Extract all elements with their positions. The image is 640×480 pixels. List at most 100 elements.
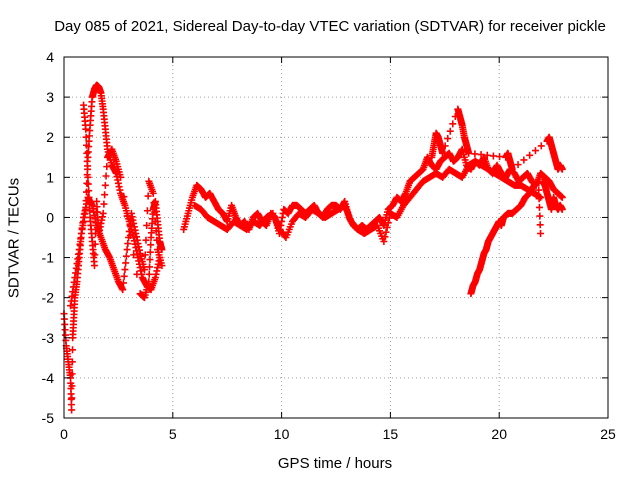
data-point [83, 157, 91, 165]
y-tick-label: -1 [42, 250, 55, 266]
data-point [91, 240, 99, 248]
data-point [124, 240, 132, 248]
x-tick-label: 25 [600, 426, 616, 442]
data-point [531, 147, 539, 155]
data-point [526, 151, 534, 159]
data-point [85, 193, 93, 201]
data-point [120, 193, 128, 201]
data-point [465, 149, 473, 157]
data-point [146, 263, 154, 271]
data-point [122, 259, 130, 267]
x-tick-label: 5 [169, 426, 177, 442]
data-point [125, 227, 133, 235]
data-point [142, 236, 150, 244]
chart-title: Day 085 of 2021, Sidereal Day-to-day VTE… [54, 18, 606, 35]
data-point [122, 252, 130, 260]
data-point [383, 223, 391, 231]
data-point [508, 165, 516, 173]
plot-frame [63, 56, 609, 419]
data-point [146, 256, 154, 264]
data-point [101, 191, 109, 199]
data-point [86, 207, 94, 215]
data-point [130, 251, 138, 259]
y-tick-label: -3 [42, 330, 55, 346]
data-point [558, 165, 566, 173]
data-point [439, 149, 447, 157]
data-point [145, 278, 153, 286]
data-point [126, 231, 134, 239]
data-point [84, 180, 92, 188]
data-point [149, 189, 157, 197]
data-point [537, 142, 545, 150]
data-point [535, 186, 543, 194]
data-point [558, 193, 566, 201]
y-tick-label: -4 [42, 370, 55, 386]
x-axis-label: GPS time / hours [277, 455, 393, 472]
data-point [82, 141, 90, 149]
data-point [535, 195, 543, 203]
y-tick-label: 4 [46, 49, 54, 65]
data-point [471, 150, 479, 158]
data-point [537, 229, 545, 237]
data-point [536, 221, 544, 229]
data-point [119, 279, 127, 287]
data-point [520, 156, 528, 164]
y-tick-label: -2 [42, 290, 55, 306]
data-point [537, 193, 545, 201]
data-point [384, 219, 392, 227]
data-point [103, 163, 111, 171]
data-point [126, 221, 134, 229]
x-tick-label: 0 [60, 426, 68, 442]
data-point [446, 127, 454, 135]
data-point [158, 262, 166, 270]
data-point [68, 406, 76, 414]
data-point [101, 181, 109, 189]
data-point [143, 221, 151, 229]
data-point [483, 151, 491, 159]
data-point [143, 207, 151, 215]
data-point [449, 120, 457, 128]
data-point [535, 203, 543, 211]
data-point [385, 214, 393, 222]
data-point [123, 246, 131, 254]
data-point [145, 270, 153, 278]
data-point [99, 209, 107, 217]
data-point [90, 262, 98, 270]
data-point [380, 238, 388, 246]
data-point [477, 151, 485, 159]
data-point [141, 266, 149, 274]
data-point [68, 370, 76, 378]
data-point [133, 270, 141, 278]
data-point [144, 192, 152, 200]
data-point [536, 212, 544, 220]
data-point [83, 149, 91, 157]
data-point [489, 152, 497, 160]
data-point [146, 248, 154, 256]
data-point [441, 142, 449, 150]
grid-lines [64, 57, 608, 418]
x-tick-label: 20 [491, 426, 507, 442]
y-axis-label: SDTVAR / TECUs [5, 177, 23, 299]
data-point [68, 382, 76, 390]
y-tick-label: -5 [42, 410, 55, 426]
data-point [381, 233, 389, 241]
data-point [117, 173, 125, 181]
data-point [102, 172, 110, 180]
data-point [121, 266, 129, 274]
data-point [123, 212, 131, 220]
data-points [60, 81, 566, 414]
data-point [119, 286, 127, 294]
y-tick-label: 2 [46, 129, 54, 145]
data-point [147, 241, 155, 249]
data-point [85, 187, 93, 195]
data-point [85, 200, 93, 208]
data-point [84, 173, 92, 181]
data-point [141, 251, 149, 259]
data-point [69, 346, 77, 354]
data-point [100, 200, 108, 208]
tick-labels: 0 5 10 15 20 25 -5 -4 -3 -2 -1 0 1 2 3 4 [42, 49, 616, 442]
data-point [444, 135, 452, 143]
data-point [82, 125, 90, 133]
data-point [84, 165, 92, 173]
data-point [82, 133, 90, 141]
